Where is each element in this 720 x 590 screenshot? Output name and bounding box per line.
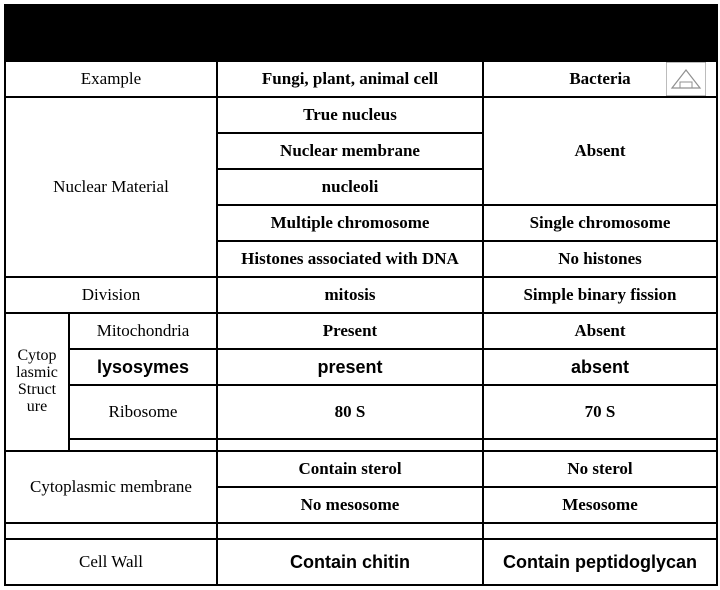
example-eu: Fungi, plant, animal cell [217, 61, 483, 97]
division-pro: Simple binary fission [483, 277, 717, 313]
nuclear-label: Nuclear Material [5, 97, 217, 277]
nuclear-r4-eu: Multiple chromosome [217, 205, 483, 241]
header-row [5, 5, 717, 61]
nuclear-r1-eu: True nucleus [217, 97, 483, 133]
cyto-spacer-1 [69, 439, 217, 451]
nuclear-row-1: Nuclear Material True nucleus Absent [5, 97, 717, 133]
wall-label: Cell Wall [5, 539, 217, 585]
wall-pro: Contain peptidoglycan [483, 539, 717, 585]
cyto-label: CytoplasmicStructure [5, 313, 69, 451]
wall-row: Cell Wall Contain chitin Contain peptido… [5, 539, 717, 585]
nuclear-r4-pro: Single chromosome [483, 205, 717, 241]
cyto-mito-row: CytoplasmicStructure Mitochondria Presen… [5, 313, 717, 349]
cyto-ribo-label: Ribosome [69, 385, 217, 439]
cyto-lyso-row: lysosymes present absent [5, 349, 717, 385]
membrane-r2-pro: Mesosome [483, 487, 717, 523]
cyto-ribo-row: Ribosome 80 S 70 S [5, 385, 717, 439]
comparison-table: Example Fungi, plant, animal cell Bacter… [4, 4, 718, 586]
header-col3 [483, 5, 717, 61]
spacer-2 [217, 523, 483, 539]
membrane-r1-eu: Contain sterol [217, 451, 483, 487]
spacer-3 [483, 523, 717, 539]
cyto-spacer-2 [217, 439, 483, 451]
header-col1 [5, 5, 217, 61]
spacer-1 [5, 523, 217, 539]
nuclear-r5-pro: No histones [483, 241, 717, 277]
cyto-mito-pro: Absent [483, 313, 717, 349]
membrane-r1-pro: No sterol [483, 451, 717, 487]
logo-icon [666, 62, 706, 96]
nuclear-r3-eu: nucleoli [217, 169, 483, 205]
cyto-ribo-eu: 80 S [217, 385, 483, 439]
cyto-lyso-eu: present [217, 349, 483, 385]
division-label: Division [5, 277, 217, 313]
wall-eu: Contain chitin [217, 539, 483, 585]
nuclear-r2-eu: Nuclear membrane [217, 133, 483, 169]
cyto-mito-label: Mitochondria [69, 313, 217, 349]
division-eu: mitosis [217, 277, 483, 313]
nuclear-r2-pro: Absent [483, 97, 717, 205]
cyto-spacer-3 [483, 439, 717, 451]
cyto-spacer-row [5, 439, 717, 451]
membrane-label: Cytoplasmic membrane [5, 451, 217, 523]
cyto-lyso-label: lysosymes [69, 349, 217, 385]
spacer-row [5, 523, 717, 539]
example-label: Example [5, 61, 217, 97]
division-row: Division mitosis Simple binary fission [5, 277, 717, 313]
cyto-ribo-pro: 70 S [483, 385, 717, 439]
membrane-r2-eu: No mesosome [217, 487, 483, 523]
membrane-row-1: Cytoplasmic membrane Contain sterol No s… [5, 451, 717, 487]
example-row: Example Fungi, plant, animal cell Bacter… [5, 61, 717, 97]
nuclear-r5-eu: Histones associated with DNA [217, 241, 483, 277]
cyto-lyso-pro: absent [483, 349, 717, 385]
header-col2 [217, 5, 483, 61]
cyto-mito-eu: Present [217, 313, 483, 349]
